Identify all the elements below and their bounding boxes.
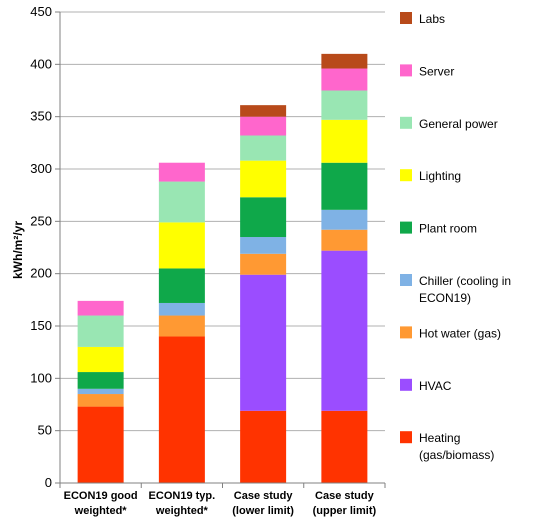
bar-segment <box>240 197 287 238</box>
y-tick-labels: 0 50 100 150 200 250 300 350 400 450 <box>30 4 52 490</box>
bar-segment <box>321 229 368 251</box>
legend-label: Hot water (gas) <box>419 326 501 340</box>
bar-segment <box>158 336 205 483</box>
legend-label: Heating <box>419 431 460 445</box>
bar-segment <box>321 53 368 69</box>
bar-segment <box>77 388 124 395</box>
x-category-label: ECON19 typ. <box>149 490 216 502</box>
y-tick-label: 300 <box>30 161 52 176</box>
bar-segment <box>240 105 287 117</box>
bar-segment <box>240 410 287 483</box>
legend-swatch <box>400 116 412 129</box>
y-tick-label: 250 <box>30 213 52 228</box>
y-axis-label: kWh/m²/yr <box>11 221 25 279</box>
bar-segment <box>240 274 287 411</box>
bar-segment <box>321 90 368 120</box>
bar-segment <box>158 315 205 337</box>
legend-label: Labs <box>419 12 445 26</box>
x-category-labels: ECON19 good weighted* ECON19 typ. weighted*… <box>64 490 377 517</box>
legend-swatch <box>400 12 412 24</box>
x-category-label: ECON19 good <box>64 490 138 502</box>
legend-label: HVAC <box>419 379 452 393</box>
bar-segment <box>321 119 368 163</box>
legend-swatch <box>400 378 412 391</box>
bar-segment <box>77 315 124 347</box>
axes <box>55 11 386 488</box>
bars <box>77 53 368 483</box>
bar-segment <box>321 209 368 230</box>
legend-label: General power <box>419 117 498 131</box>
legend-label: Plant room <box>419 222 477 236</box>
legend-swatch <box>400 169 412 182</box>
x-category-label: weighted* <box>74 505 128 517</box>
y-tick-label: 150 <box>30 318 52 333</box>
bar-segment <box>321 68 368 91</box>
legend-swatch <box>400 64 412 77</box>
bar-segment <box>240 116 287 136</box>
bar-segment <box>77 300 124 316</box>
y-tick-label: 400 <box>30 56 52 71</box>
bar-segment <box>77 394 124 407</box>
y-tick-label: 0 <box>45 475 52 490</box>
legend-label: Chiller (cooling in <box>419 274 511 288</box>
bar-segment <box>158 268 205 303</box>
bar-segment <box>77 346 124 373</box>
x-category-label: Case study <box>315 490 375 502</box>
legend-label: ECON19) <box>419 291 471 305</box>
y-tick-label: 100 <box>30 370 52 385</box>
y-tick-label: 200 <box>30 266 52 281</box>
bar-segment <box>321 162 368 210</box>
legend-swatch <box>400 431 412 444</box>
legend-swatch <box>400 274 412 286</box>
legend: Labs Server General power Lighting Plant roo… <box>400 12 511 462</box>
x-category-label: Case study <box>234 490 294 502</box>
bar-segment <box>240 160 287 198</box>
x-category-label: weighted* <box>155 505 209 517</box>
bar-segment <box>158 181 205 223</box>
legend-label: (gas/biomass) <box>419 448 494 462</box>
bar-segment <box>240 237 287 254</box>
y-tick-label: 50 <box>38 423 52 438</box>
legend-label: Server <box>419 64 454 78</box>
x-category-label: (lower limit) <box>232 505 294 517</box>
x-category-label: (upper limit) <box>313 505 377 517</box>
legend-swatch <box>400 326 412 339</box>
bar-segment <box>321 250 368 411</box>
legend-swatch <box>400 221 412 234</box>
bar-segment <box>240 253 287 275</box>
legend-label: Lighting <box>419 169 461 183</box>
bar-segment <box>158 162 205 182</box>
bar-segment <box>77 372 124 389</box>
bar-segment <box>158 302 205 316</box>
y-tick-label: 350 <box>30 109 52 124</box>
bar-segment <box>240 135 287 161</box>
bar-segment <box>321 410 368 483</box>
bar-segment <box>77 406 124 483</box>
y-tick-label: 450 <box>30 4 52 19</box>
bar-segment <box>158 222 205 269</box>
